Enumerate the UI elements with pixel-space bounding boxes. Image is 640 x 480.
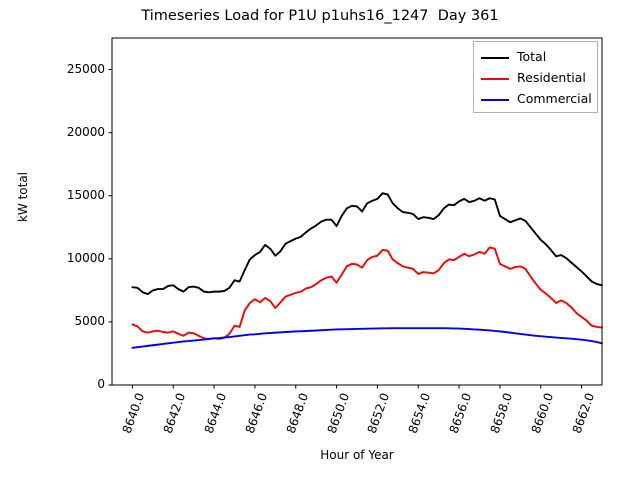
- data-line-total: [131, 192, 603, 296]
- y-tick-label: 25000: [66, 61, 105, 76]
- y-tick-label: 0: [97, 377, 105, 391]
- y-tick-label: 20000: [66, 124, 105, 139]
- legend-label-residential: Residential: [517, 70, 586, 86]
- y-axis-label: kW total: [16, 171, 30, 223]
- legend-item-residential: Residential: [481, 68, 590, 89]
- y-tick-label: 10000: [66, 250, 105, 265]
- y-tick-label: 5000: [74, 313, 105, 328]
- data-series-group: [131, 192, 603, 349]
- legend-swatch-commercial: [481, 98, 509, 101]
- axes-frame: [111, 37, 603, 386]
- legend-swatch-residential: [481, 77, 509, 80]
- legend-item-total: Total: [481, 47, 590, 68]
- axis-tick-marks: [108, 69, 583, 389]
- legend-item-commercial: Commercial: [481, 89, 592, 110]
- legend-label-commercial: Commercial: [517, 91, 592, 107]
- x-axis-label: Hour of Year: [320, 448, 394, 462]
- data-line-commercial: [131, 327, 603, 349]
- chart-legend: Total Residential Commercial: [473, 41, 598, 113]
- chart-title: Timeseries Load for P1U p1uhs16_1247 Day…: [141, 8, 499, 24]
- y-tick-label: 15000: [66, 187, 105, 202]
- legend-label-total: Total: [517, 49, 547, 65]
- legend-swatch-total: [481, 56, 509, 59]
